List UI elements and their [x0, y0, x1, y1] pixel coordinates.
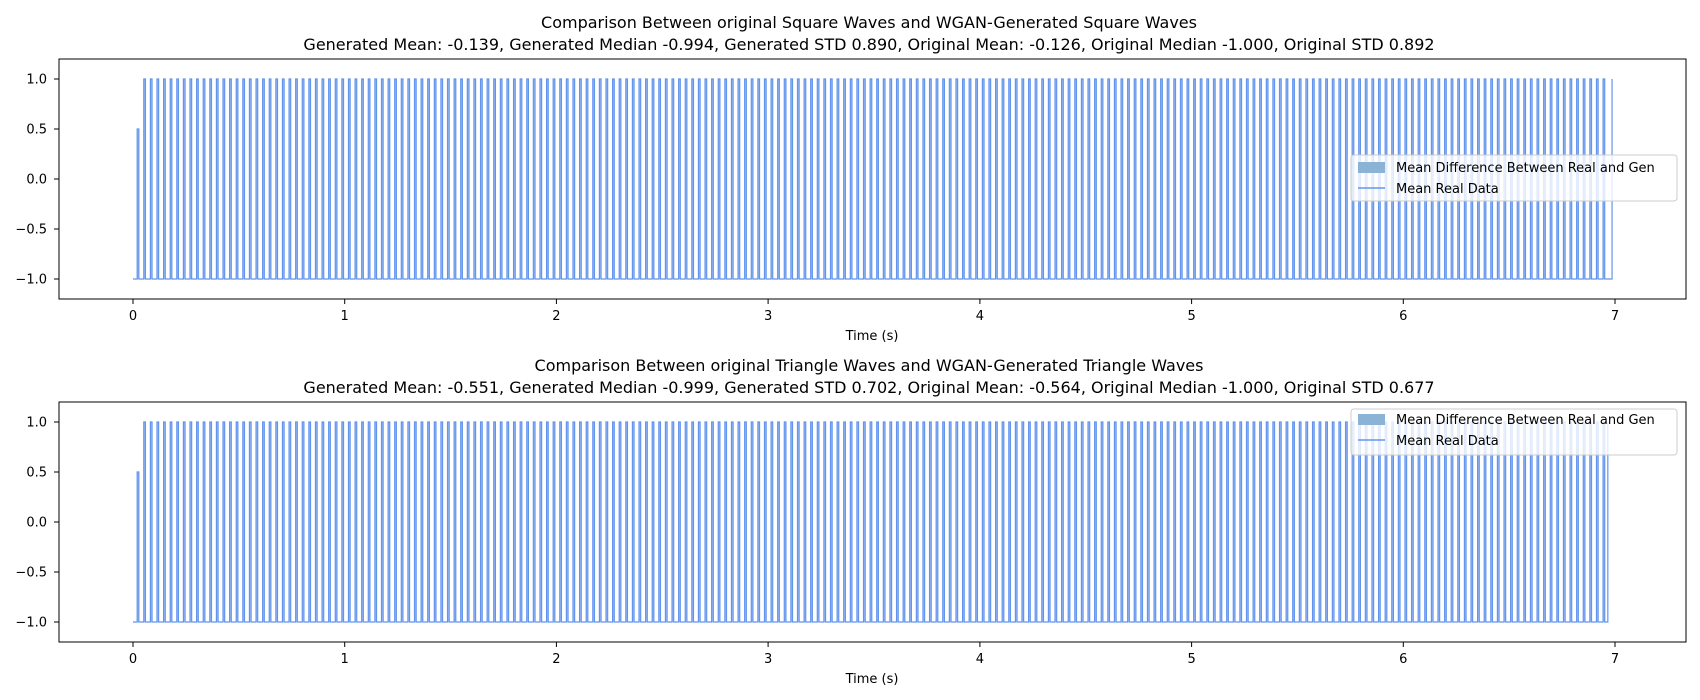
legend-label-mean-real-data: Mean Real Data — [1396, 434, 1499, 449]
y-tick: 0.0 — [26, 516, 59, 531]
legend-label-mean-difference: Mean Difference Between Real and Gen — [1396, 161, 1655, 176]
mean-real-data-line — [132, 78, 1613, 280]
x-tick: 5 — [1187, 642, 1196, 667]
y-tick: −0.5 — [15, 566, 59, 581]
y-tick-label: −0.5 — [15, 223, 47, 238]
x-tick: 3 — [764, 642, 772, 667]
x-tick-label: 0 — [129, 652, 137, 667]
chart-title: Comparison Between original Triangle Wav… — [535, 356, 1204, 375]
y-tick-label: 0.0 — [26, 516, 47, 531]
legend-fill-swatch — [1358, 162, 1385, 173]
legend-box — [1350, 408, 1678, 456]
x-axis: 0 1 2 3 4 5 6 7 — [129, 299, 1619, 324]
y-tick: 1.0 — [26, 416, 59, 431]
x-axis-label: Time (s) — [845, 329, 899, 344]
chart-title: Comparison Between original Square Waves… — [541, 13, 1197, 32]
y-tick-label: 0.0 — [26, 173, 47, 188]
x-tick: 0 — [129, 642, 137, 667]
y-tick-label: 0.5 — [26, 466, 47, 481]
y-tick: 1.0 — [26, 73, 59, 88]
y-tick-label: 0.5 — [26, 123, 47, 138]
plot-area — [132, 421, 1609, 623]
x-tick: 4 — [976, 642, 984, 667]
x-tick-label: 2 — [552, 652, 560, 667]
x-tick-label: 1 — [341, 652, 349, 667]
x-tick: 0 — [129, 299, 137, 324]
legend-label-mean-difference: Mean Difference Between Real and Gen — [1396, 413, 1655, 428]
legend: Mean Difference Between Real and Gen Mea… — [1350, 154, 1678, 202]
legend: Mean Difference Between Real and Gen Mea… — [1350, 408, 1678, 456]
y-tick: 0.5 — [26, 466, 59, 481]
x-tick: 4 — [976, 299, 984, 324]
x-tick: 6 — [1399, 642, 1407, 667]
plot-area — [132, 78, 1613, 280]
y-axis: 1.0 0.5 0.0 −0.5 −1.0 — [15, 73, 59, 288]
x-tick-label: 6 — [1399, 309, 1407, 324]
y-tick-label: −1.0 — [15, 616, 47, 631]
y-tick: 0.0 — [26, 173, 59, 188]
chart-subtitle: Generated Mean: -0.551, Generated Median… — [303, 378, 1434, 397]
x-tick: 3 — [764, 299, 772, 324]
x-tick-label: 4 — [976, 652, 984, 667]
x-tick: 2 — [552, 299, 561, 324]
chart-subtitle: Generated Mean: -0.139, Generated Median… — [303, 35, 1434, 54]
x-tick-label: 1 — [341, 309, 349, 324]
x-tick-label: 3 — [764, 309, 772, 324]
x-tick: 7 — [1611, 299, 1619, 324]
y-tick-label: 1.0 — [26, 416, 47, 431]
x-tick: 2 — [552, 642, 561, 667]
y-tick-label: −0.5 — [15, 566, 47, 581]
x-axis: 0 1 2 3 4 5 6 7 — [129, 642, 1619, 667]
legend-label-mean-real-data: Mean Real Data — [1396, 182, 1499, 197]
legend-box — [1350, 154, 1678, 202]
legend-fill-swatch — [1358, 414, 1385, 425]
x-tick-label: 5 — [1187, 652, 1195, 667]
x-tick: 7 — [1611, 642, 1619, 667]
y-tick-label: −1.0 — [15, 273, 47, 288]
y-tick: −0.5 — [15, 223, 59, 238]
x-tick-label: 7 — [1611, 652, 1619, 667]
x-tick-label: 3 — [764, 652, 772, 667]
x-tick-label: 6 — [1399, 652, 1407, 667]
y-axis: 1.0 0.5 0.0 −0.5 −1.0 — [15, 416, 59, 631]
x-tick-label: 2 — [552, 309, 560, 324]
panel-square-waves: Comparison Between original Square Waves… — [15, 13, 1687, 344]
x-tick: 1 — [341, 642, 349, 667]
x-tick: 5 — [1187, 299, 1196, 324]
x-tick-label: 4 — [976, 309, 984, 324]
mean-real-data-line — [132, 421, 1609, 623]
y-tick: −1.0 — [15, 273, 59, 288]
panel-triangle-waves: Comparison Between original Triangle Wav… — [15, 356, 1687, 687]
y-tick-label: 1.0 — [26, 73, 47, 88]
x-tick: 6 — [1399, 299, 1407, 324]
y-tick: 0.5 — [26, 123, 59, 138]
x-tick-label: 0 — [129, 309, 137, 324]
x-tick-label: 5 — [1187, 309, 1195, 324]
y-tick: −1.0 — [15, 616, 59, 631]
x-tick: 1 — [341, 299, 349, 324]
x-axis-label: Time (s) — [845, 672, 899, 687]
x-tick-label: 7 — [1611, 309, 1619, 324]
